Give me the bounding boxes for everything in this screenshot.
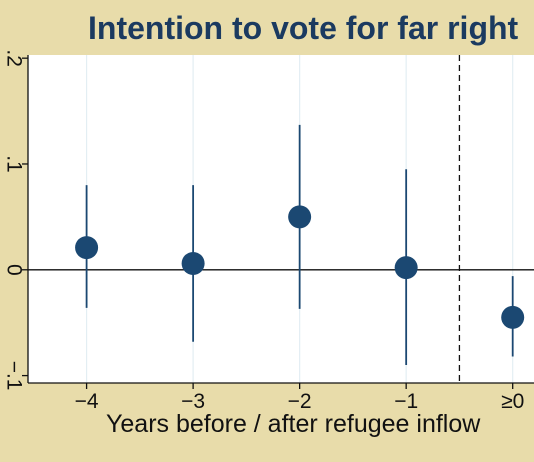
x-tick-label: −1 <box>394 390 418 413</box>
chart-title: Intention to vote for far right <box>88 10 519 46</box>
data-point <box>75 236 99 260</box>
y-tick-label: .2 <box>3 49 26 67</box>
x-tick-label: −2 <box>288 390 312 413</box>
y-tick-label: 0 <box>3 264 26 276</box>
y-tick-label: .1 <box>3 155 26 173</box>
data-point <box>181 251 205 275</box>
data-point <box>394 256 418 280</box>
x-tick-label: ≥0 <box>501 390 524 413</box>
x-axis-label: Years before / after refugee inflow <box>106 410 481 438</box>
plot-area <box>28 55 534 383</box>
y-tick-label: −.1 <box>3 361 26 391</box>
x-tick-label: −3 <box>181 390 205 413</box>
x-tick-label: −4 <box>75 390 99 413</box>
data-point <box>288 205 312 229</box>
data-point <box>501 305 525 329</box>
